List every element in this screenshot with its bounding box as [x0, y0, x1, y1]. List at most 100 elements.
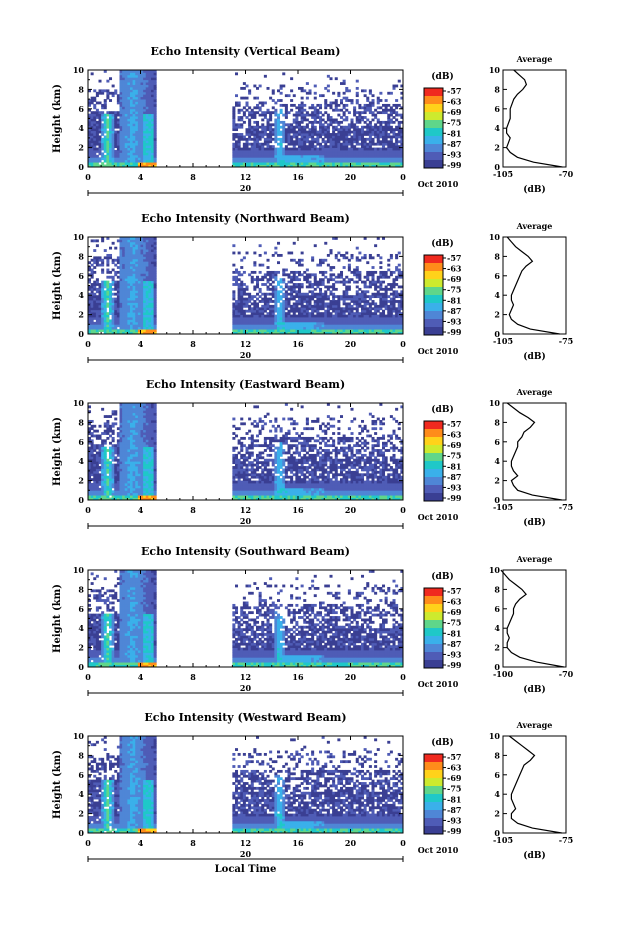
- profile-title: Average: [516, 54, 553, 64]
- heatmap-cell: [122, 329, 125, 332]
- heatmap-cell: [345, 97, 348, 100]
- heatmap-cell: [148, 102, 151, 105]
- heatmap-cell: [374, 271, 377, 274]
- heatmap-cell: [138, 254, 141, 257]
- heatmap-cell: [351, 123, 354, 126]
- colorbar-tick-label: -57: [447, 253, 461, 263]
- heatmap-cell: [309, 140, 312, 143]
- heatmap-cell: [264, 131, 267, 134]
- heatmap-cell: [395, 329, 398, 332]
- heatmap-cell: [327, 312, 330, 315]
- heatmap-cell: [277, 126, 280, 129]
- heatmap-cell: [351, 324, 354, 327]
- heatmap-cell: [135, 123, 138, 126]
- heatmap-cell: [267, 302, 270, 305]
- heatmap-cell: [120, 94, 123, 97]
- heatmap-cell: [133, 324, 136, 327]
- heatmap-cell: [335, 126, 338, 129]
- heatmap-cell: [135, 131, 138, 134]
- heatmap-cell: [319, 135, 322, 138]
- heatmap-cell: [125, 128, 128, 131]
- heatmap-cell: [143, 82, 146, 85]
- heatmap-cell: [146, 145, 149, 148]
- heatmap-cell: [133, 278, 136, 281]
- heatmap-cell: [154, 293, 157, 296]
- heatmap-cell: [133, 152, 136, 155]
- heatmap-cell: [343, 295, 346, 298]
- heatmap-cell: [130, 244, 133, 247]
- heatmap-cell: [133, 293, 136, 296]
- heatmap-cell: [330, 300, 333, 303]
- heatmap-cell: [117, 271, 120, 274]
- date-suffix: Oct 2010: [418, 179, 459, 189]
- heatmap-cell: [130, 75, 133, 78]
- heatmap-cell: [390, 254, 393, 257]
- heatmap-cell: [235, 143, 238, 146]
- heatmap-cell: [285, 305, 288, 308]
- heatmap-cell: [319, 128, 322, 131]
- heatmap-cell: [251, 155, 254, 158]
- heatmap-cell: [240, 317, 243, 320]
- heatmap-cell: [353, 281, 356, 284]
- heatmap-cell: [382, 148, 385, 151]
- heatmap-cell: [127, 126, 130, 129]
- heatmap-cell: [138, 305, 141, 308]
- heatmap-cell: [127, 80, 130, 83]
- heatmap-cell: [290, 281, 293, 284]
- heatmap-cell: [369, 319, 372, 322]
- heatmap-cell: [130, 247, 133, 250]
- heatmap-cell: [143, 106, 146, 109]
- heatmap-cell: [122, 315, 125, 318]
- heatmap-cell: [143, 72, 146, 75]
- heatmap-cell: [246, 315, 249, 318]
- heatmap-cell: [112, 278, 115, 281]
- heatmap-cell: [274, 307, 277, 310]
- heatmap-cell: [327, 315, 330, 318]
- heatmap-cell: [143, 259, 146, 262]
- heatmap-cell: [319, 317, 322, 320]
- panel-2: Echo Intensity (Northward Beam)0246810He…: [52, 212, 573, 363]
- x-tick-label: 0: [400, 339, 406, 349]
- heatmap-cell: [306, 162, 309, 165]
- heatmap-cell: [353, 152, 356, 155]
- heatmap-cell: [112, 85, 115, 88]
- heatmap-cell: [238, 329, 241, 332]
- heatmap-cell: [393, 133, 396, 136]
- heatmap-cell: [151, 152, 154, 155]
- heatmap-cell: [243, 298, 246, 301]
- heatmap-cell: [332, 140, 335, 143]
- heatmap-cell: [93, 148, 96, 151]
- heatmap-cell: [382, 288, 385, 291]
- heatmap-cell: [122, 133, 125, 136]
- heatmap-cell: [395, 157, 398, 160]
- heatmap-cell: [351, 138, 354, 141]
- heatmap-cell: [282, 271, 285, 274]
- heatmap-cell: [96, 488, 99, 491]
- heatmap-cell: [143, 116, 146, 119]
- heatmap-cell: [343, 106, 346, 109]
- heatmap-cell: [253, 140, 256, 143]
- heatmap-cell: [379, 140, 382, 143]
- heatmap-cell: [288, 319, 291, 322]
- heatmap-cell: [274, 126, 277, 129]
- heatmap-cell: [288, 293, 291, 296]
- colorbar-swatch: [424, 160, 443, 168]
- heatmap-cell: [133, 286, 136, 289]
- heatmap-cell: [272, 310, 275, 313]
- heatmap-cell: [122, 247, 125, 250]
- heatmap-cell: [319, 327, 322, 330]
- heatmap-cell: [135, 244, 138, 247]
- heatmap-cell: [256, 293, 259, 296]
- heatmap-cell: [148, 99, 151, 102]
- heatmap-cell: [135, 155, 138, 158]
- heatmap-cell: [290, 278, 293, 281]
- heatmap-cell: [120, 102, 123, 105]
- colorbar-tick-label: -81: [447, 128, 461, 138]
- heatmap-cell: [143, 319, 146, 322]
- heatmap-cell: [138, 281, 141, 284]
- heatmap-cell: [335, 310, 338, 313]
- heatmap-cell: [143, 155, 146, 158]
- heatmap-cell: [393, 111, 396, 114]
- heatmap-cell: [372, 281, 375, 284]
- heatmap-cell: [374, 152, 377, 155]
